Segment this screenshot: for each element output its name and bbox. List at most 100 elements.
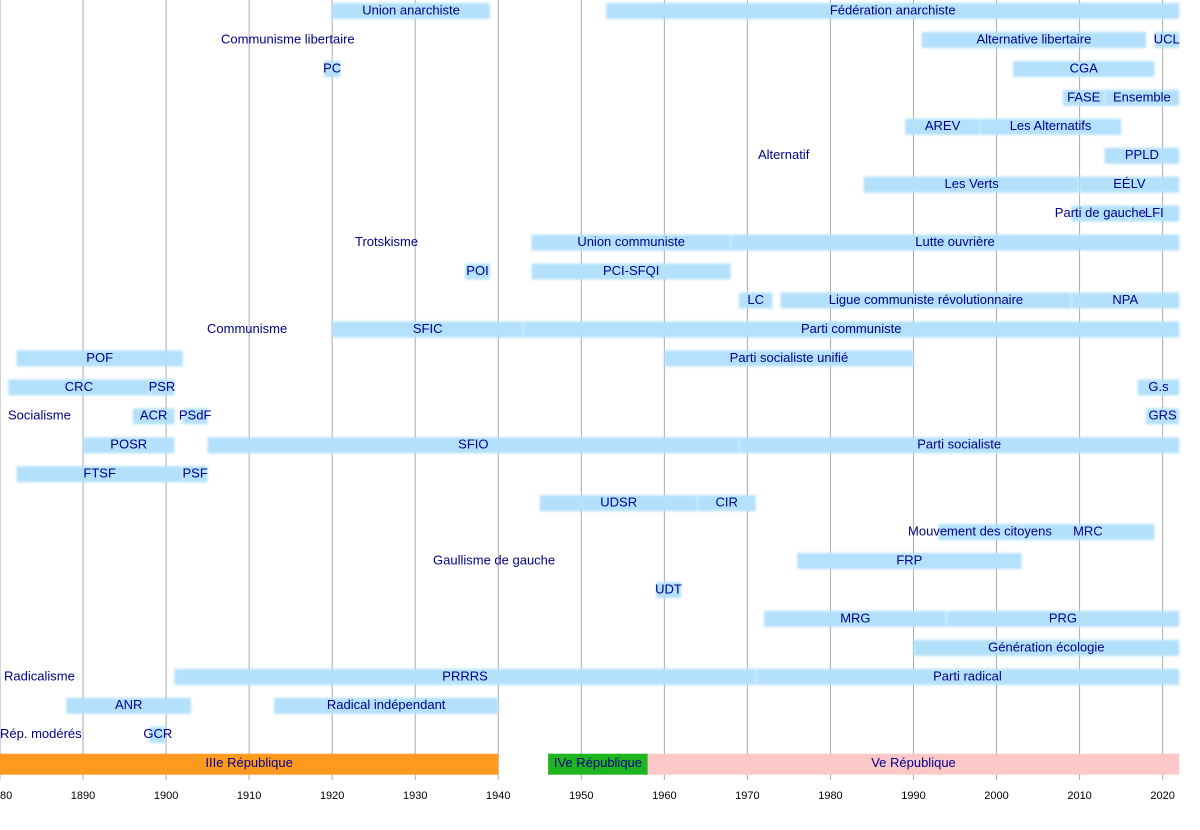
x-tick-label: 1970 [735,790,759,802]
party-bar [523,321,1180,338]
party-bar [83,437,175,454]
party-bar [979,118,1122,135]
party-label: SFIO [458,437,488,452]
era-bar [548,753,648,775]
party-bar [1071,292,1180,309]
x-tick-label: 2010 [1067,790,1091,802]
x-tick-label: 80 [0,790,12,802]
party-label: FTSF [83,466,116,481]
party-label: Génération écologie [988,639,1104,654]
party-bar [1104,147,1180,164]
party-bar [780,292,1072,309]
x-tick-label: 1890 [71,790,95,802]
party-bar [1104,89,1180,106]
party-bar [531,263,731,280]
x-tick-label: 1980 [818,790,842,802]
party-bar [174,668,756,685]
party-bar [207,437,740,454]
x-tick-label: 1950 [569,790,593,802]
party-bar [531,234,731,251]
party-bar [465,263,490,280]
party-bar [905,118,980,135]
party-label: PSdF [179,408,212,423]
party-bar [182,408,208,425]
party-label: CIR [715,495,737,510]
x-tick-label: 1930 [403,790,427,802]
era-label: IVe République [554,755,642,770]
party-label: PPLD [1125,147,1159,162]
party-bar [332,321,524,338]
party-bar [946,610,1180,627]
party-bar [863,176,1080,193]
era-label: Ve République [871,755,956,770]
x-tick-label: 1900 [154,790,178,802]
party-bar [697,495,756,512]
party-bar [730,234,1180,251]
party-label: GRS [1149,408,1178,423]
party-bar [755,668,1180,685]
party-label: PRG [1049,610,1077,625]
party-label: Union anarchiste [362,2,460,17]
party-bar [182,466,208,483]
party-label: POI [466,263,488,278]
party-bar [739,437,1180,454]
x-tick-label: 1940 [486,790,510,802]
party-bar [739,292,773,309]
party-label: POF [86,350,113,365]
party-bar [16,350,183,367]
group-label: Communisme [207,321,287,336]
party-label: NPA [1112,292,1138,307]
party-bar [323,60,341,77]
party-bar [656,582,681,598]
party-label: FASE [1067,89,1101,104]
party-bar [149,379,175,396]
x-tick-label: 1910 [237,790,261,802]
party-bar [1021,524,1155,541]
party-label: ACR [140,408,167,423]
party-bar [664,350,914,367]
party-bar [1129,205,1180,222]
group-label: Socialisme [8,408,71,423]
labels: 80 1890 1900 1910 1920 1930 1940 1950 1960 1970 19… [0,2,1180,801]
party-bar [606,3,1180,19]
party-label: Parti de gauche [1055,205,1146,220]
party-label: EÉLV [1113,176,1146,191]
party-label: ANR [115,697,142,712]
party-bar [1146,408,1180,425]
party-bar [66,697,192,714]
x-tick-label: 1920 [320,790,344,802]
x-tick-label: 2000 [984,790,1008,802]
party-label: CRC [65,379,93,394]
party-label: PRRRS [442,668,488,683]
party-bar [1079,176,1180,193]
era-label: IIIe République [205,755,292,770]
x-tick-label: 1960 [652,790,676,802]
party-label: Parti radical [933,668,1002,683]
party-label: Parti socialiste unifié [730,350,849,365]
x-tick-label: 1990 [901,790,925,802]
party-label: PSR [149,379,176,394]
group-label: Gaullisme de gauche [433,552,555,567]
party-label: Les Alternatifs [1010,118,1092,133]
party-label: Les Verts [945,176,1000,191]
party-label: FRP [896,552,922,567]
party-label: PSF [183,466,208,481]
party-label: Ligue communiste révolutionnaire [829,292,1023,307]
party-bar [539,495,698,512]
party-label: Fédération anarchiste [830,2,956,17]
party-label: UDT [655,581,682,596]
party-bar [1154,31,1180,48]
party-label: Radical indépendant [327,697,446,712]
x-tick-label: 2020 [1150,790,1174,802]
party-label: Alternative libertaire [976,31,1091,46]
party-label: LC [747,292,764,307]
party-label: CGA [1070,60,1099,75]
party-label: UDSR [600,495,637,510]
party-bar [797,553,1022,570]
party-bar [913,639,1180,656]
party-bar [764,610,947,627]
group-label: Alternatif [758,147,810,162]
party-bar [132,408,175,425]
party-bar [921,31,1147,48]
